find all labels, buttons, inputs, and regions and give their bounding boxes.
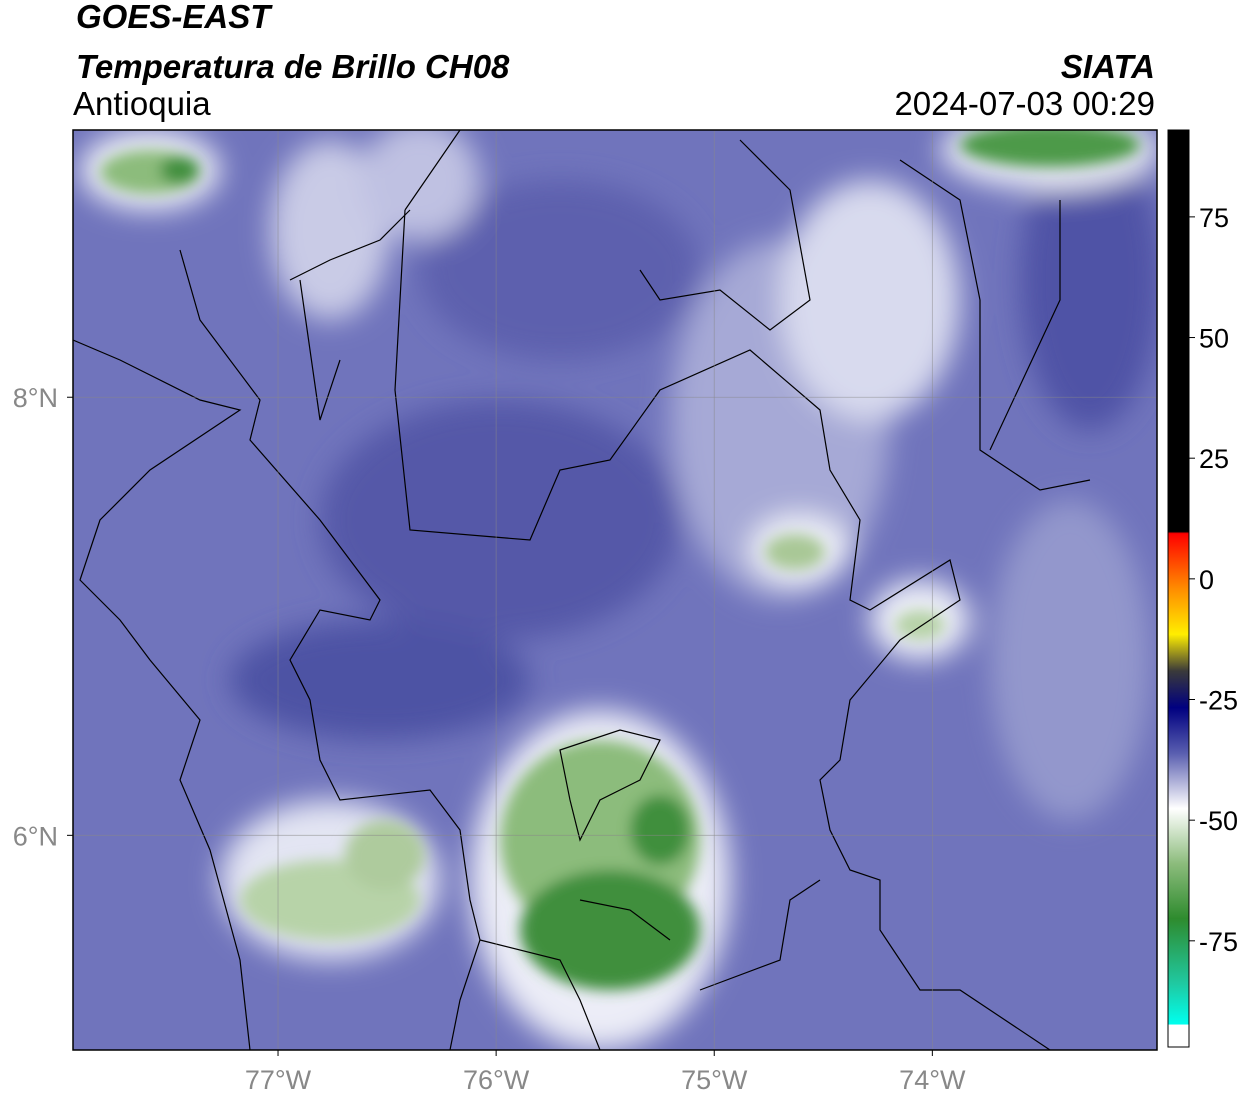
graticule bbox=[67, 130, 1157, 1056]
colorbar bbox=[1167, 129, 1190, 1048]
source: SIATA bbox=[1061, 48, 1155, 85]
lat-tick-label: 8°N bbox=[13, 383, 58, 413]
datetime: 2024-07-03 00:29 bbox=[894, 85, 1155, 122]
colorbar-tick-label: 75 bbox=[1199, 203, 1229, 233]
colorbar-tick-label: -75 bbox=[1199, 927, 1238, 957]
lon-tick-label: 74°W bbox=[899, 1065, 966, 1095]
colorbar-tick-label: -50 bbox=[1199, 806, 1238, 836]
subtitle: Temperatura de Brillo CH08 bbox=[76, 48, 510, 85]
colorbar-tick-label: -25 bbox=[1199, 686, 1238, 716]
borders bbox=[73, 130, 1091, 1050]
title: GOES-EAST bbox=[76, 0, 273, 35]
region: Antioquia bbox=[73, 85, 211, 122]
colorbar-tick-label: 0 bbox=[1199, 565, 1214, 595]
lon-tick-label: 75°W bbox=[681, 1065, 748, 1095]
colorbar-tick-label: 25 bbox=[1199, 444, 1229, 474]
colorbar-tick-label: 50 bbox=[1199, 324, 1229, 354]
lat-tick-label: 6°N bbox=[13, 821, 58, 851]
satellite-image bbox=[73, 130, 1157, 1050]
lon-tick-label: 76°W bbox=[463, 1065, 530, 1095]
map-frame bbox=[72, 129, 1158, 1051]
lon-tick-label: 77°W bbox=[245, 1065, 312, 1095]
